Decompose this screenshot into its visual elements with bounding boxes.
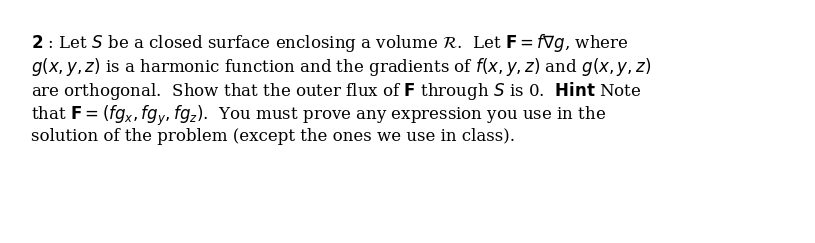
Text: are orthogonal.  Show that the outer flux of $\mathbf{F}$ through $S$ is 0.  $\m: are orthogonal. Show that the outer flux…	[31, 80, 641, 102]
Text: solution of the problem (except the ones we use in class).: solution of the problem (except the ones…	[31, 128, 515, 145]
Text: that $\mathbf{F} = (fg_x, fg_y, fg_z)$.  You must prove any expression you use i: that $\mathbf{F} = (fg_x, fg_y, fg_z)$. …	[31, 104, 606, 128]
Text: $\mathbf{2}$ : Let $S$ be a closed surface enclosing a volume $\mathcal{R}$.  Le: $\mathbf{2}$ : Let $S$ be a closed surfa…	[31, 32, 628, 54]
Text: $g(x, y, z)$ is a harmonic function and the gradients of $f(x, y, z)$ and $g(x, : $g(x, y, z)$ is a harmonic function and …	[31, 56, 651, 78]
